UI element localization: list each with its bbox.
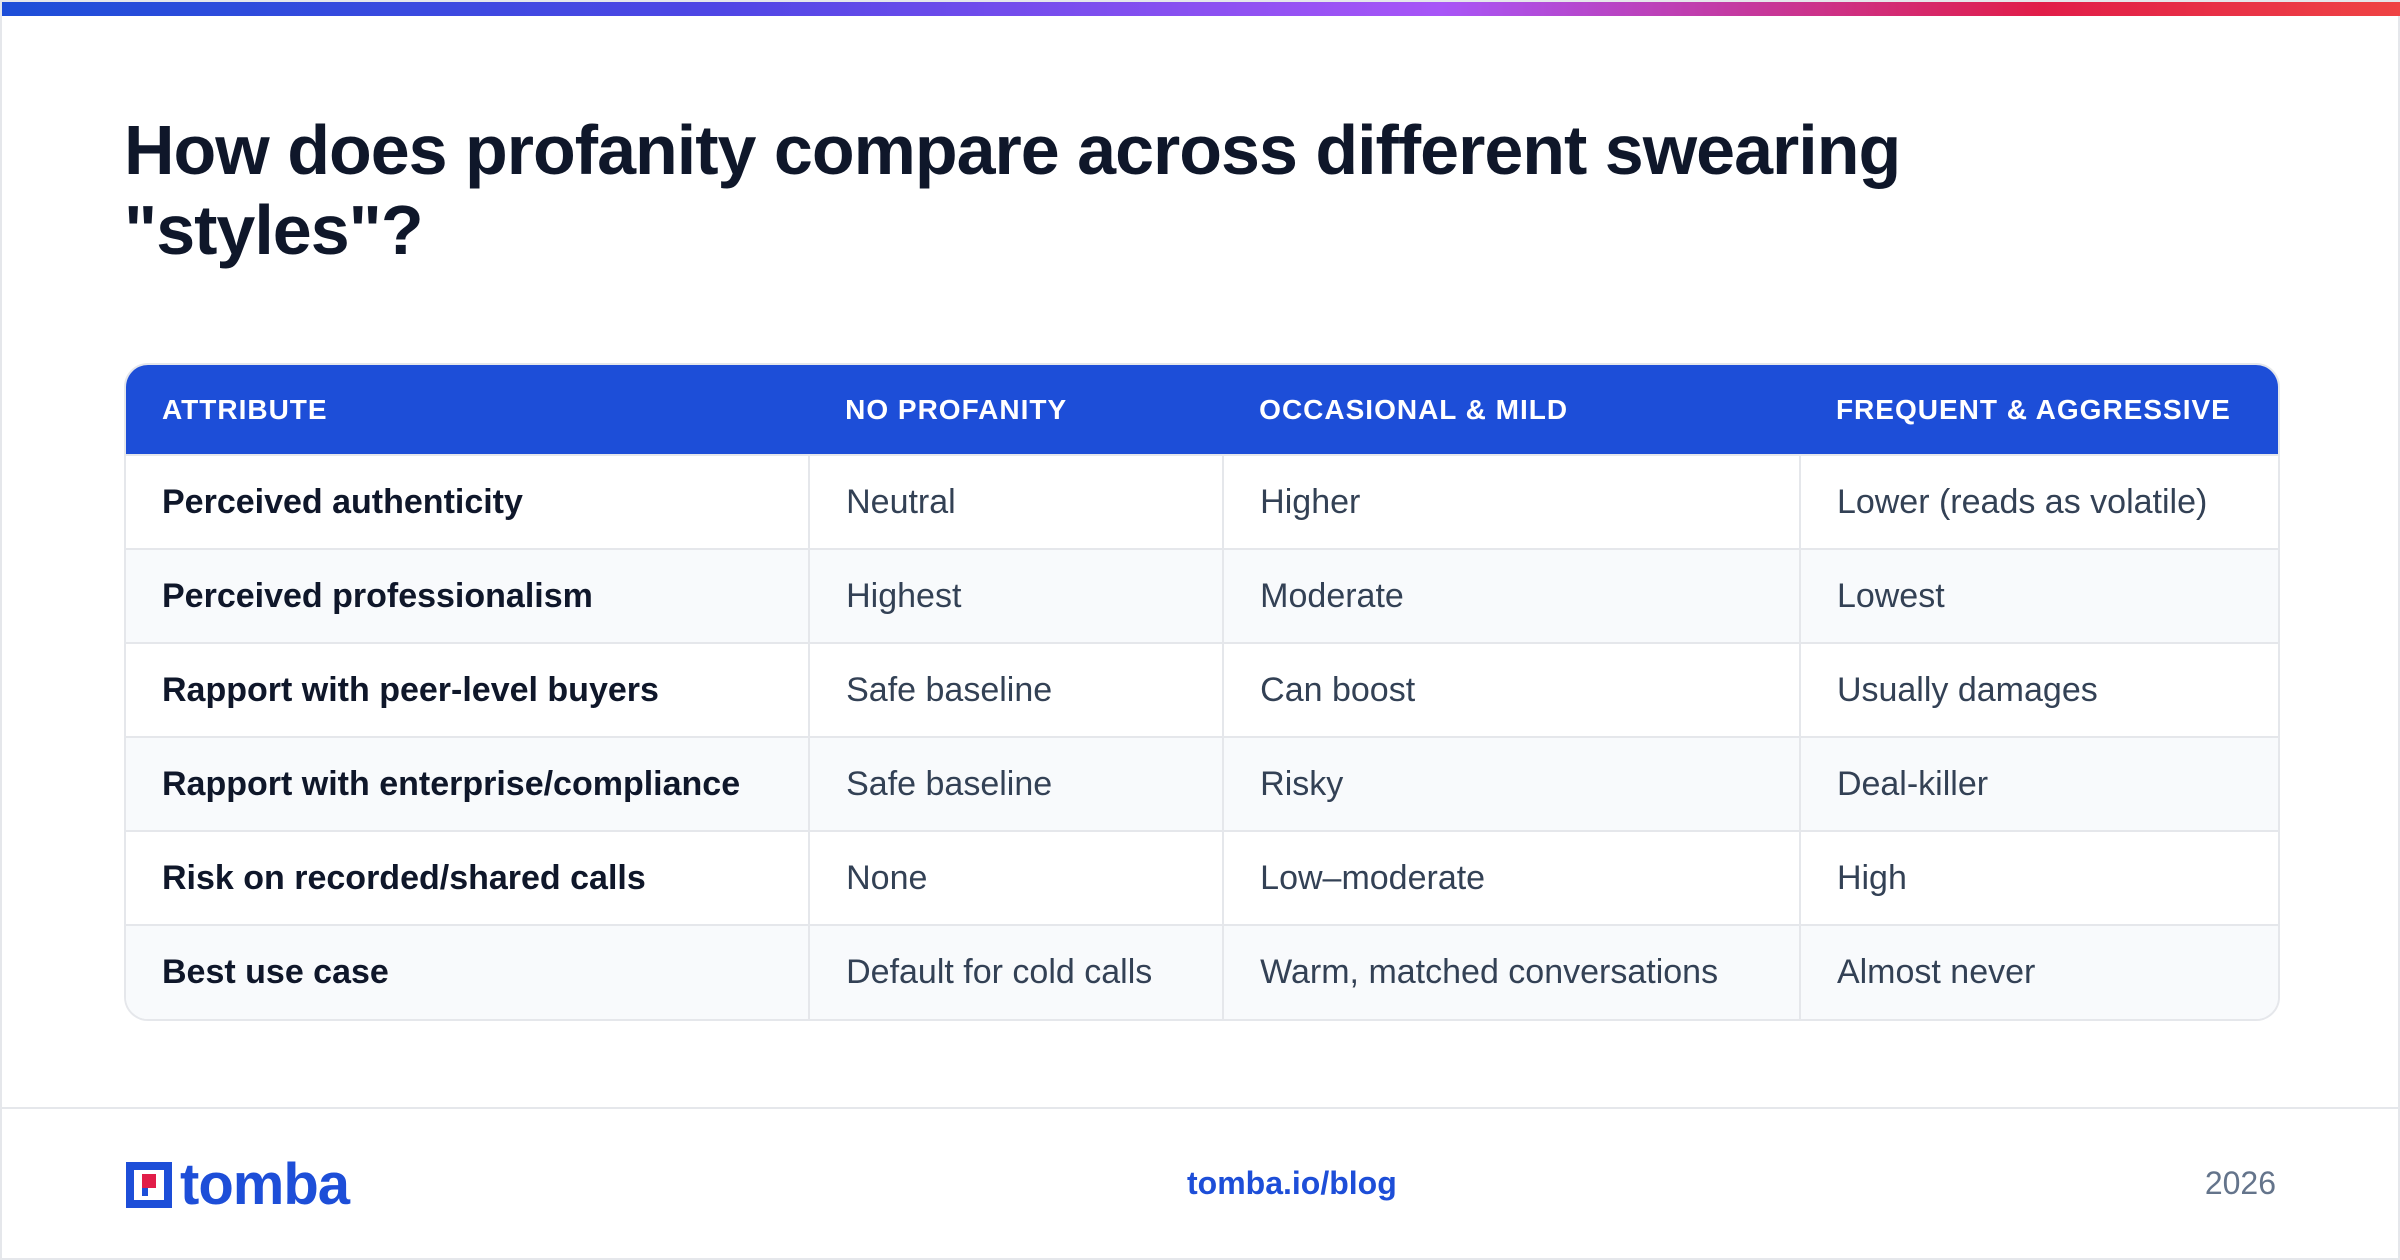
row-attribute: Best use case [126, 924, 810, 1019]
cell-no-profanity: Neutral [808, 454, 1224, 549]
gradient-top-bar [2, 2, 2400, 16]
cell-occasional-mild: Warm, matched conversations [1222, 924, 1800, 1019]
header-no-profanity: NO PROFANITY [845, 393, 1068, 425]
cell-no-profanity: Safe baseline [808, 736, 1224, 831]
cell-frequent-aggressive: Lower (reads as volatile) [1798, 454, 2278, 549]
cell-no-profanity: None [808, 830, 1224, 925]
tomba-logo[interactable]: tomba [124, 1152, 350, 1217]
table-row: Risk on recorded/shared calls None Low–m… [126, 830, 2278, 925]
cell-occasional-mild: Risky [1222, 736, 1800, 831]
cell-frequent-aggressive: Almost never [1798, 924, 2278, 1019]
cell-no-profanity: Highest [808, 548, 1224, 643]
tomba-logo-mark-icon [126, 1162, 172, 1208]
cell-occasional-mild: Moderate [1222, 548, 1800, 643]
logo-text: tomba [180, 1152, 350, 1217]
blog-link[interactable]: tomba.io/blog [1187, 1165, 1397, 1201]
cell-occasional-mild: Higher [1222, 454, 1800, 549]
table-row: Rapport with enterprise/compliance Safe … [126, 736, 2278, 831]
cell-occasional-mild: Low–moderate [1222, 830, 1800, 925]
comparison-table-card: ATTRIBUTE NO PROFANITY OCCASIONAL & MILD… [124, 363, 2280, 1021]
cell-no-profanity: Default for cold calls [808, 924, 1224, 1019]
cell-frequent-aggressive: High [1798, 830, 2278, 925]
table-row: Perceived authenticity Neutral Higher Lo… [126, 454, 2278, 549]
row-attribute: Perceived professionalism [126, 548, 810, 643]
comparison-table: ATTRIBUTE NO PROFANITY OCCASIONAL & MILD… [126, 365, 2278, 1019]
page-title: How does profanity compare across differ… [124, 111, 1901, 269]
footer-year: 2026 [2204, 1165, 2276, 1201]
cell-frequent-aggressive: Deal-killer [1798, 736, 2278, 831]
cell-no-profanity: Safe baseline [808, 642, 1224, 737]
table-row: Best use case Default for cold calls War… [126, 924, 2278, 1019]
row-attribute: Rapport with peer-level buyers [126, 642, 810, 737]
cell-frequent-aggressive: Lowest [1798, 548, 2278, 643]
header-attribute: ATTRIBUTE [162, 393, 328, 425]
cell-occasional-mild: Can boost [1222, 642, 1800, 737]
header-frequent-aggressive: FREQUENT & AGGRESSIVE [1835, 393, 2231, 425]
row-attribute: Risk on recorded/shared calls [126, 830, 810, 925]
row-attribute: Rapport with enterprise/compliance [126, 736, 810, 831]
header-occasional-mild: OCCASIONAL & MILD [1259, 393, 1569, 425]
table-row: Perceived professionalism Highest Modera… [126, 548, 2278, 643]
table-header-row: ATTRIBUTE NO PROFANITY OCCASIONAL & MILD… [126, 365, 2278, 455]
cell-frequent-aggressive: Usually damages [1798, 642, 2278, 737]
footer-divider [2, 1107, 2400, 1109]
table-row: Rapport with peer-level buyers Safe base… [126, 642, 2278, 737]
row-attribute: Perceived authenticity [126, 454, 810, 549]
